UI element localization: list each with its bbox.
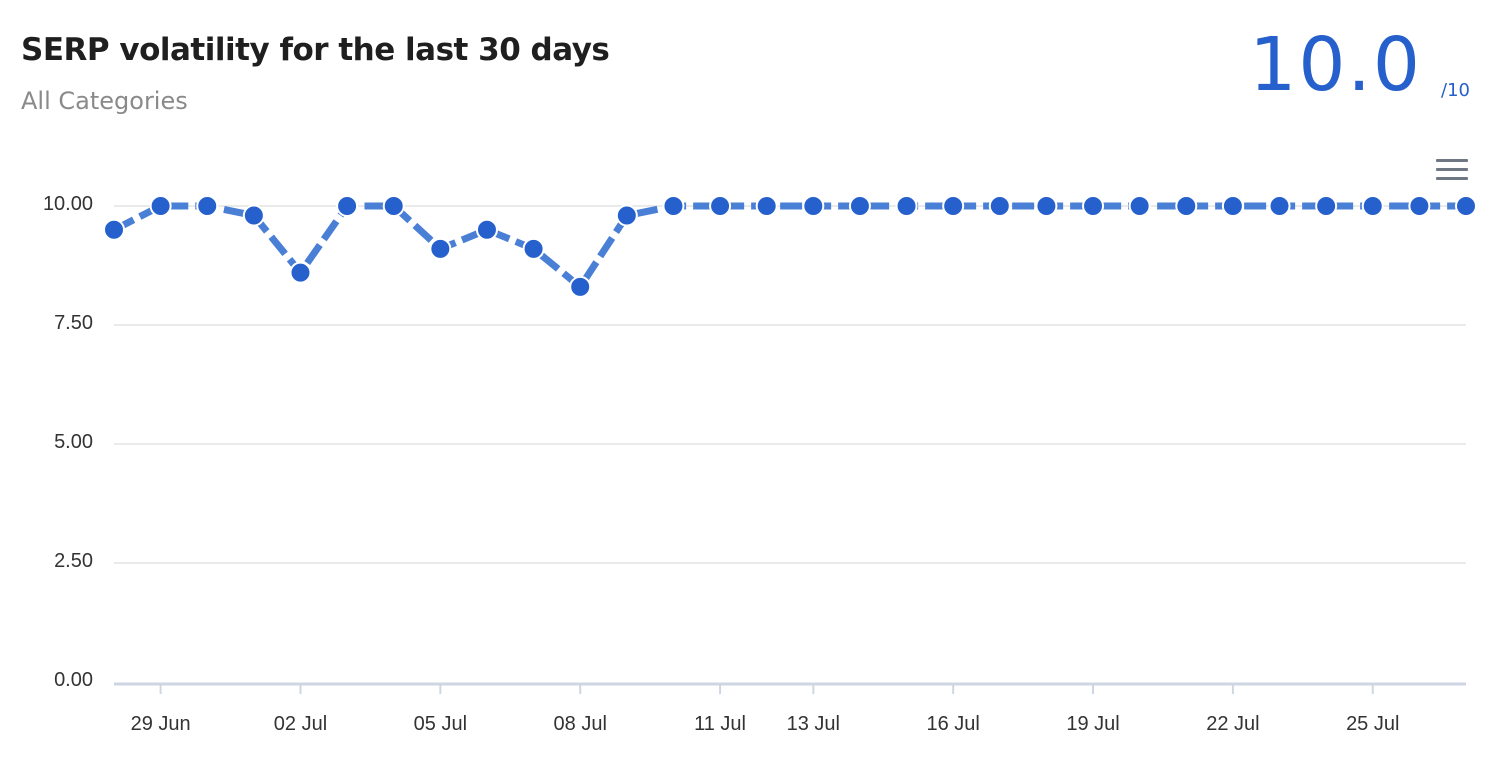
x-tick-label: 11 Jul (694, 713, 746, 735)
data-point (942, 195, 965, 217)
data-point (802, 195, 825, 217)
data-point (848, 195, 871, 217)
x-tick-label: 29 Jun (131, 713, 191, 735)
volatility-score-max: /10 (1441, 80, 1470, 101)
x-tick-label: 05 Jul (414, 713, 467, 735)
y-tick-label: 5.00 (54, 431, 93, 453)
data-point (709, 195, 732, 217)
data-point (895, 195, 918, 217)
chart-title: SERP volatility for the last 30 days (21, 32, 610, 68)
data-point (662, 195, 685, 217)
data-point (1408, 195, 1431, 217)
menu-bar (1436, 177, 1468, 180)
data-point (988, 195, 1011, 217)
x-tick-label: 19 Jul (1066, 713, 1119, 735)
y-tick-label: 0.00 (54, 669, 93, 691)
data-point (1361, 195, 1384, 217)
data-point (196, 195, 219, 217)
data-point (1175, 195, 1198, 217)
data-point (1082, 195, 1105, 217)
data-point (1315, 195, 1338, 217)
data-point (1455, 195, 1477, 217)
data-point (429, 237, 452, 260)
data-point (615, 204, 638, 227)
x-tick-label: 16 Jul (926, 713, 979, 735)
y-tick-label: 10.00 (43, 193, 93, 215)
menu-bar (1436, 159, 1468, 162)
x-tick-label: 25 Jul (1346, 713, 1399, 735)
data-point (755, 195, 778, 217)
data-point (289, 261, 312, 284)
menu-bar (1436, 168, 1468, 171)
data-point (569, 275, 592, 298)
x-tick-label: 22 Jul (1206, 713, 1259, 735)
volatility-score: 10.0 (1249, 22, 1422, 108)
y-tick-label: 7.50 (54, 312, 93, 334)
data-point (1035, 195, 1058, 217)
hamburger-menu-icon[interactable] (1434, 156, 1470, 184)
data-point (1221, 195, 1244, 217)
x-tick-label: 08 Jul (554, 713, 607, 735)
series-line (112, 202, 1466, 291)
x-tick-label: 02 Jul (274, 713, 327, 735)
data-point (1268, 195, 1291, 217)
y-tick-label: 2.50 (54, 550, 93, 572)
data-point (336, 195, 359, 217)
data-point (149, 195, 172, 217)
data-point (475, 218, 498, 241)
data-point (522, 237, 545, 260)
chart-subtitle: All Categories (21, 87, 188, 115)
data-point (382, 195, 405, 217)
data-point (103, 218, 125, 241)
x-tick-label: 13 Jul (787, 713, 840, 735)
data-point (1128, 195, 1151, 217)
data-point (242, 204, 265, 227)
